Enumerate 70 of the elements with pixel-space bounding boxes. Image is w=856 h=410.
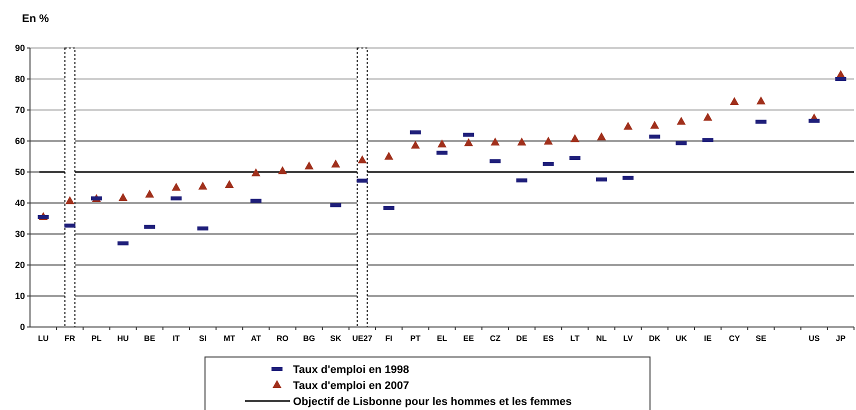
x-tick-label: SE [756, 334, 767, 343]
x-tick-label: IT [172, 334, 180, 343]
point [304, 161, 314, 170]
point [358, 155, 367, 164]
point [730, 96, 739, 105]
x-tick-label: PT [410, 334, 421, 343]
point [198, 182, 208, 190]
point [172, 182, 181, 191]
point [145, 190, 154, 198]
y-tick-label: 40 [14, 198, 25, 208]
point [624, 122, 633, 130]
y-tick-label: 10 [14, 291, 25, 302]
y-tick-label: 20 [14, 260, 25, 270]
point [278, 166, 288, 174]
x-tick-label: PL [91, 334, 102, 343]
point [331, 160, 340, 168]
x-tick-label: CZ [490, 334, 501, 343]
y-tick-label: 90 [14, 43, 25, 54]
x-tick-label: IE [704, 334, 712, 343]
x-tick-label: LV [623, 334, 634, 343]
legend-label: Taux d'emploi en 1998 [293, 364, 410, 376]
x-tick-label: SK [330, 334, 342, 343]
x-tick-label: CY [728, 334, 741, 343]
y-tick-label: 0 [20, 322, 25, 332]
x-tick-label: DK [648, 334, 661, 343]
point [438, 139, 446, 148]
point [224, 180, 234, 188]
x-tick-label: EE [463, 334, 475, 343]
x-tick-label: US [808, 334, 820, 343]
x-tick-label: LT [570, 334, 580, 343]
x-tick-label: AT [250, 334, 262, 343]
point [676, 116, 686, 125]
point [596, 132, 606, 140]
point [410, 140, 420, 149]
x-tick-label: MT [224, 334, 236, 343]
point [65, 196, 74, 204]
x-tick-label: ES [542, 334, 554, 343]
point [251, 168, 260, 176]
x-tick-label: DE [516, 334, 528, 343]
x-tick-label: FI [385, 334, 392, 343]
x-tick-label: UK [675, 334, 688, 343]
point [464, 138, 474, 146]
x-tick-label: UE27 [352, 334, 373, 343]
point [118, 193, 128, 202]
y-axis-title: En % [22, 13, 50, 25]
x-tick-label: NL [596, 334, 607, 343]
x-tick-label: EL [436, 334, 448, 343]
point [703, 112, 712, 121]
x-tick-label: RO [276, 334, 289, 343]
y-tick-label: 60 [14, 136, 25, 146]
point [517, 138, 526, 146]
x-tick-label: SI [198, 334, 207, 343]
x-tick-label: BG [303, 334, 316, 343]
point [490, 138, 500, 146]
point [650, 120, 660, 129]
x-tick-label: LU [38, 334, 49, 343]
x-tick-label: JP [836, 334, 846, 343]
point [756, 96, 766, 104]
y-tick-label: 30 [14, 229, 25, 240]
x-tick-label: BE [144, 334, 156, 343]
legend-label: Taux d'emploi en 2007 [293, 380, 410, 392]
y-tick-label: 50 [14, 167, 25, 178]
x-tick-label: HU [117, 334, 130, 343]
point [570, 134, 580, 142]
x-tick-label: FR [64, 334, 76, 343]
point [384, 152, 394, 160]
legend-label: Objectif de Lisbonne pour les hommes et les femmes [293, 396, 572, 408]
y-tick-label: 70 [14, 105, 25, 116]
point [544, 136, 553, 145]
y-tick-label: 80 [14, 74, 25, 84]
